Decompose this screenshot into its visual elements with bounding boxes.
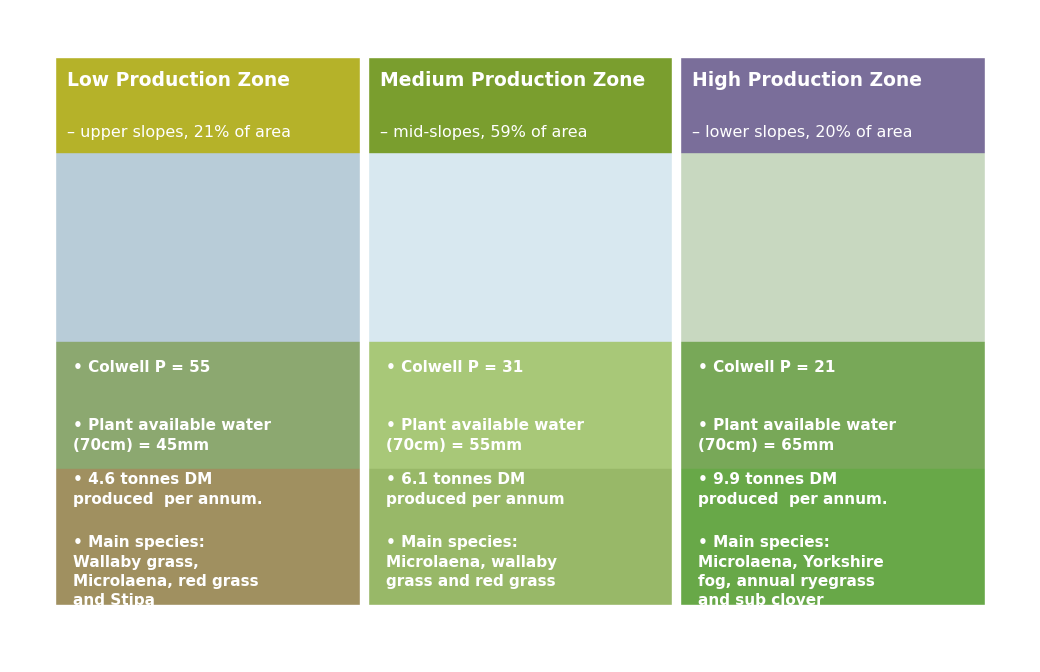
Text: Low Production Zone: Low Production Zone (67, 71, 290, 90)
Text: – upper slopes, 21% of area: – upper slopes, 21% of area (67, 125, 291, 140)
Text: • 9.9 tonnes DM
produced  per annum.: • 9.9 tonnes DM produced per annum. (698, 472, 888, 507)
Text: • Plant available water
(70cm) = 65mm: • Plant available water (70cm) = 65mm (698, 419, 896, 452)
Text: • Main species:
Microlaena, wallaby
grass and red grass: • Main species: Microlaena, wallaby gras… (386, 536, 556, 589)
Text: • Main species:
Microlaena, Yorkshire
fog, annual ryegrass
and sub clover: • Main species: Microlaena, Yorkshire fo… (698, 536, 884, 608)
Bar (55, 152, 360, 342)
Text: High Production Zone: High Production Zone (693, 71, 922, 90)
Bar (368, 342, 672, 469)
Bar (368, 469, 672, 605)
Bar (0, 605, 1040, 672)
Bar (680, 342, 985, 469)
Text: Medium Production Zone: Medium Production Zone (380, 71, 645, 90)
Bar (0, 57, 55, 605)
Text: • Plant available water
(70cm) = 55mm: • Plant available water (70cm) = 55mm (386, 419, 583, 452)
Bar (55, 469, 360, 605)
Bar (680, 57, 985, 152)
Text: • Colwell P = 21: • Colwell P = 21 (698, 360, 836, 376)
Bar (55, 342, 360, 469)
Bar (368, 152, 672, 342)
Bar (368, 57, 672, 152)
Text: • Plant available water
(70cm) = 45mm: • Plant available water (70cm) = 45mm (73, 419, 271, 452)
Bar (680, 152, 985, 342)
Text: • Main species:
Wallaby grass,
Microlaena, red grass
and Stipa: • Main species: Wallaby grass, Microlaen… (73, 536, 259, 608)
Text: • Colwell P = 31: • Colwell P = 31 (386, 360, 523, 376)
Bar (0, 0, 1040, 57)
Bar (985, 57, 1040, 605)
Text: • 4.6 tonnes DM
produced  per annum.: • 4.6 tonnes DM produced per annum. (73, 472, 262, 507)
Bar (672, 57, 680, 605)
Text: • Colwell P = 55: • Colwell P = 55 (73, 360, 210, 376)
Bar (360, 57, 368, 605)
Bar (680, 469, 985, 605)
Bar (55, 57, 360, 152)
Text: – lower slopes, 20% of area: – lower slopes, 20% of area (693, 125, 913, 140)
Text: • 6.1 tonnes DM
produced per annum: • 6.1 tonnes DM produced per annum (386, 472, 565, 507)
Text: – mid-slopes, 59% of area: – mid-slopes, 59% of area (380, 125, 588, 140)
